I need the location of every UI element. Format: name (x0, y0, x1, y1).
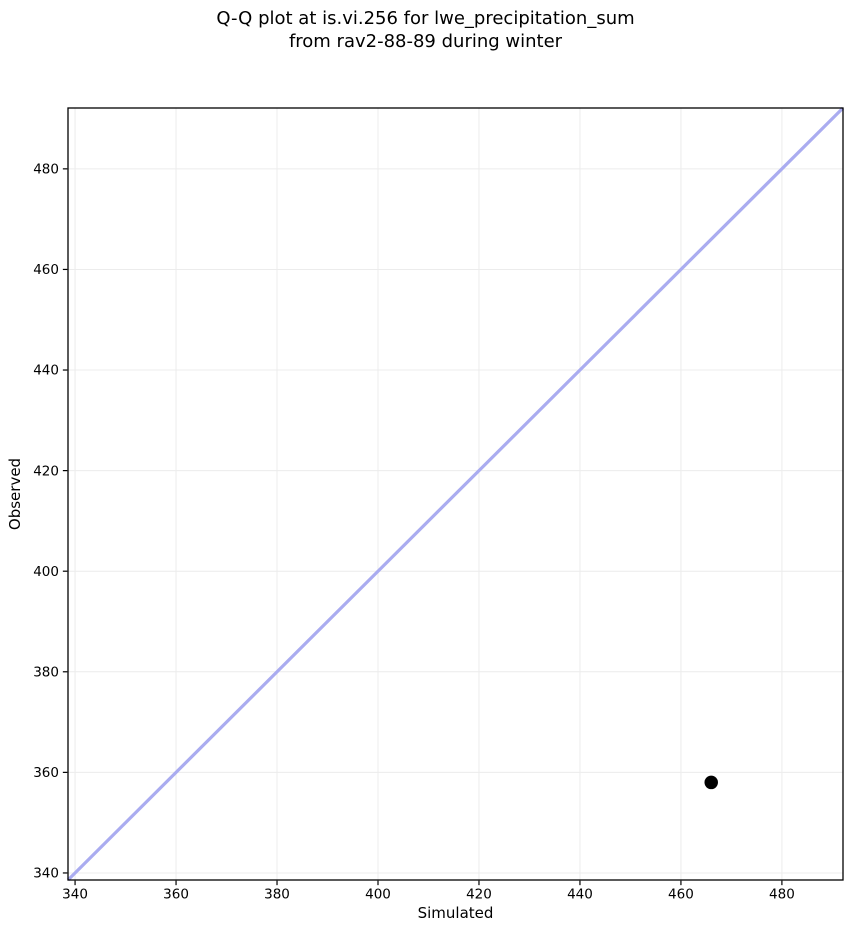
x-tick-label: 400 (365, 887, 391, 903)
y-tick-label: 480 (33, 162, 59, 178)
y-tick-label: 360 (33, 765, 59, 781)
x-tick-label: 420 (466, 887, 492, 903)
y-tick-label: 440 (33, 363, 59, 379)
y-axis-label: Observed (6, 457, 24, 531)
x-axis-label: Simulated (417, 904, 494, 922)
x-tick-label: 360 (163, 887, 189, 903)
chart-title-line1: Q-Q plot at is.vi.256 for lwe_precipitat… (216, 8, 635, 29)
y-tick-label: 420 (33, 463, 59, 479)
y-tick-label: 340 (33, 866, 59, 882)
x-tick-label: 380 (264, 887, 290, 903)
y-tick-label: 400 (33, 564, 59, 580)
plot-border (67, 107, 844, 881)
y-tick-label: 460 (33, 262, 59, 278)
qq-point (704, 775, 718, 790)
x-tick-label: 440 (567, 887, 593, 903)
y-tick-label: 380 (33, 664, 59, 680)
x-tick-label: 340 (62, 887, 88, 903)
chart-title-line2: from rav2-88-89 during winter (288, 31, 563, 52)
x-tick-label: 480 (769, 887, 795, 903)
x-tick-label: 460 (668, 887, 694, 903)
identity-line (66, 106, 845, 882)
chart-title: Q-Q plot at is.vi.256 for lwe_precipitat… (0, 7, 851, 53)
